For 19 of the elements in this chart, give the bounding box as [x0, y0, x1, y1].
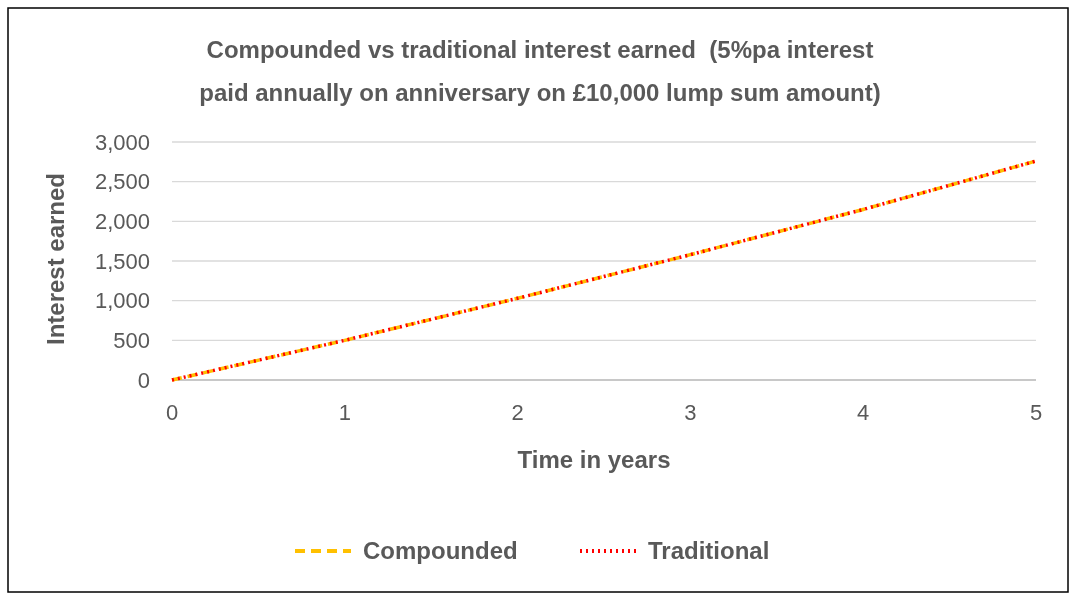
x-tick-label: 2 [511, 400, 524, 425]
y-tick-label: 2,000 [94, 209, 150, 235]
y-tick-label: 500 [113, 328, 150, 354]
x-tick-label: 4 [857, 400, 870, 425]
y-tick-label: 0 [137, 367, 150, 393]
x-tick-label: 3 [684, 400, 697, 425]
y-tick-label: 3,000 [94, 129, 150, 155]
y-axis-title: Interest earned [42, 172, 69, 346]
line-series [170, 159, 1038, 382]
x-axis-title: Time in years [517, 446, 671, 473]
x-tick-label: 5 [1029, 400, 1043, 425]
legend-label: Traditional [648, 537, 770, 565]
y-tick-label: 1,000 [94, 288, 150, 314]
x-tick-label: 0 [165, 400, 179, 425]
y-tick-label: 1,500 [94, 248, 150, 274]
legend-label: Compounded [363, 537, 518, 565]
x-tick-label: 1 [338, 400, 351, 425]
chart-title: Compounded vs traditional interest earned (5%pa interest paid annually on anniversary on £10,000 lump sum amount) [199, 36, 881, 106]
y-tick-label: 2,500 [94, 169, 150, 195]
